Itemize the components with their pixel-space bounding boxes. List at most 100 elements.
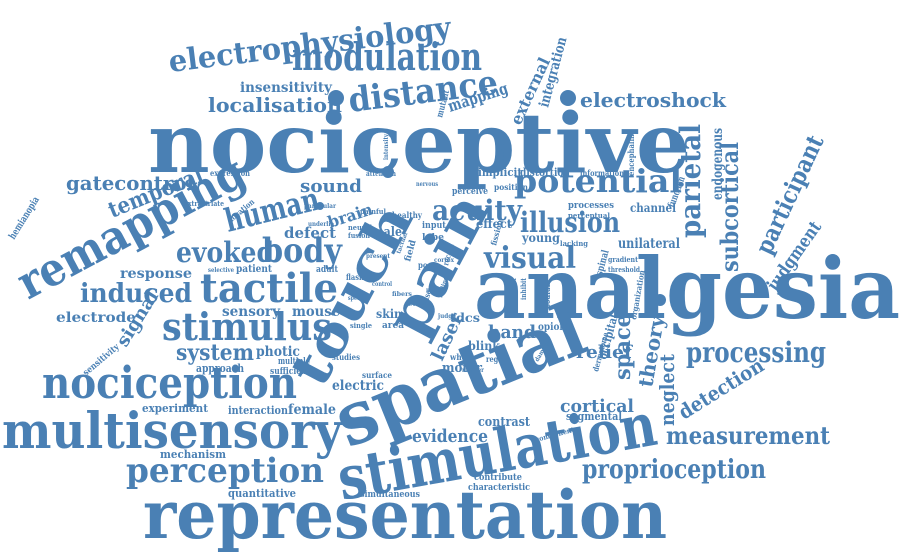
word-threshold: threshold [608,265,640,274]
word-mouse: mouse [292,304,340,320]
word-cortical: cortical [560,396,634,417]
word-perception: perception [126,451,324,491]
word-specific: specific [348,295,368,302]
word-localisation: localisation [208,93,342,117]
word-judge: judge [437,313,456,320]
word-perceive: perceive [452,187,488,197]
word-stimulus: stimulus [162,304,332,349]
word-fusion: fusion [348,231,370,240]
word-sufficient: sufficient [270,367,311,377]
word-neglect: neglect [655,353,679,426]
word-present: present [366,253,390,260]
word-evidence: evidence [412,426,488,447]
word-healthy: healthy [392,210,422,220]
word-sodium: sodium [543,280,553,308]
word-system: system [176,340,254,366]
word-poor: poor [418,260,437,270]
word-sensory: sensory [222,304,281,320]
word-surface: surface [362,370,392,380]
word-body: body [262,231,343,271]
word-relief: relief [576,342,633,363]
word-information: information [580,168,624,178]
word-induced: induced [80,279,192,309]
word-single: single [350,321,373,330]
word-approach: approach [196,362,244,375]
word-electrode: electrode [56,310,136,326]
word-lobe: lobe [422,233,444,243]
word-perceptual: perceptual [568,211,610,220]
word-hand: hand [488,322,536,343]
word-space: space [610,314,636,380]
word-patient: patient [236,264,272,275]
word-acuity: acuity [432,194,523,227]
word-electric: electric [332,378,384,394]
word-input: input [422,221,447,231]
word-potential: potential [514,162,682,200]
word-tdcs: tdcs [450,311,480,325]
word-cortex: cortex [434,257,454,264]
word-defect: defect [284,224,336,242]
dot-mark [654,294,666,306]
word-electroshock: electroshock [580,88,727,112]
word-segmental: segmental [566,410,622,423]
word-flashes: flashes [346,272,372,282]
word-whole: whole [449,352,474,362]
word-gradient: gradient [608,255,639,264]
word-gatecontrol: gatecontrol [66,171,194,195]
word-experiment: experiment [142,402,209,415]
word-hemianopia: hemianopia [7,195,42,242]
word-electrical: electrical [499,137,506,168]
word-effect: effect [476,217,512,231]
word-skin: skin [376,307,402,321]
word-contribute: contribute [474,473,522,483]
word-fibers: fibers [392,291,413,298]
word-sound: sound [300,176,362,197]
word-inhibit: inhibit [519,277,528,300]
word-result: result [509,277,518,298]
dot-mark [560,90,576,106]
word-nociception: nociception [42,358,297,409]
word-position: position [494,182,528,192]
word-model: model [426,287,445,294]
word-analgesia: analgesia [474,239,900,338]
dot-mark [328,90,344,106]
word-multisensory: multisensory [2,401,344,460]
word-illusion: illusion [520,206,620,239]
word-visual: visual [483,241,576,276]
word-insensitivity: insensitivity [240,80,333,96]
word-male: male [372,225,402,240]
word-encephalin: encephalin [626,134,636,176]
dot-mark [316,202,324,210]
word-attention: attention [366,169,396,178]
word-modulation: modulation [292,34,482,79]
word-female: female [288,402,336,418]
word-nociceptive: nociceptive [148,96,690,192]
word-endogenous: endogenous [710,128,726,200]
word-measurement: measurement [666,421,830,450]
word-photic: photic [256,344,300,360]
dot-mark [382,166,394,178]
word-antagonist: antagonist [560,276,570,314]
word-mechanism: mechanism [160,448,226,461]
word-contrast: contrast [478,415,530,430]
word-response: response [120,266,192,282]
word-area: area [382,321,404,331]
word-distortion: distortion [520,166,570,179]
word-unilateral: unilateral [618,236,680,252]
word-opioids: opioids [538,322,574,333]
word-quantitative: quantitative [228,487,296,500]
word-parietal: parietal [674,124,707,238]
word-lacking: lacking [560,239,588,248]
word-interaction: interaction [228,404,288,417]
word-studies: studies [332,352,360,362]
word-painful: painful [360,207,386,216]
word-level: level [406,301,423,308]
word-adult: adult [316,265,339,275]
word-region: region [486,354,510,364]
word-expression: expression [210,168,250,178]
word-representation: representation [143,476,667,554]
word-simultaneous: simultaneous [360,490,420,500]
word-proprioception: proprioception [582,455,766,485]
word-evoked: evoked [176,236,274,269]
